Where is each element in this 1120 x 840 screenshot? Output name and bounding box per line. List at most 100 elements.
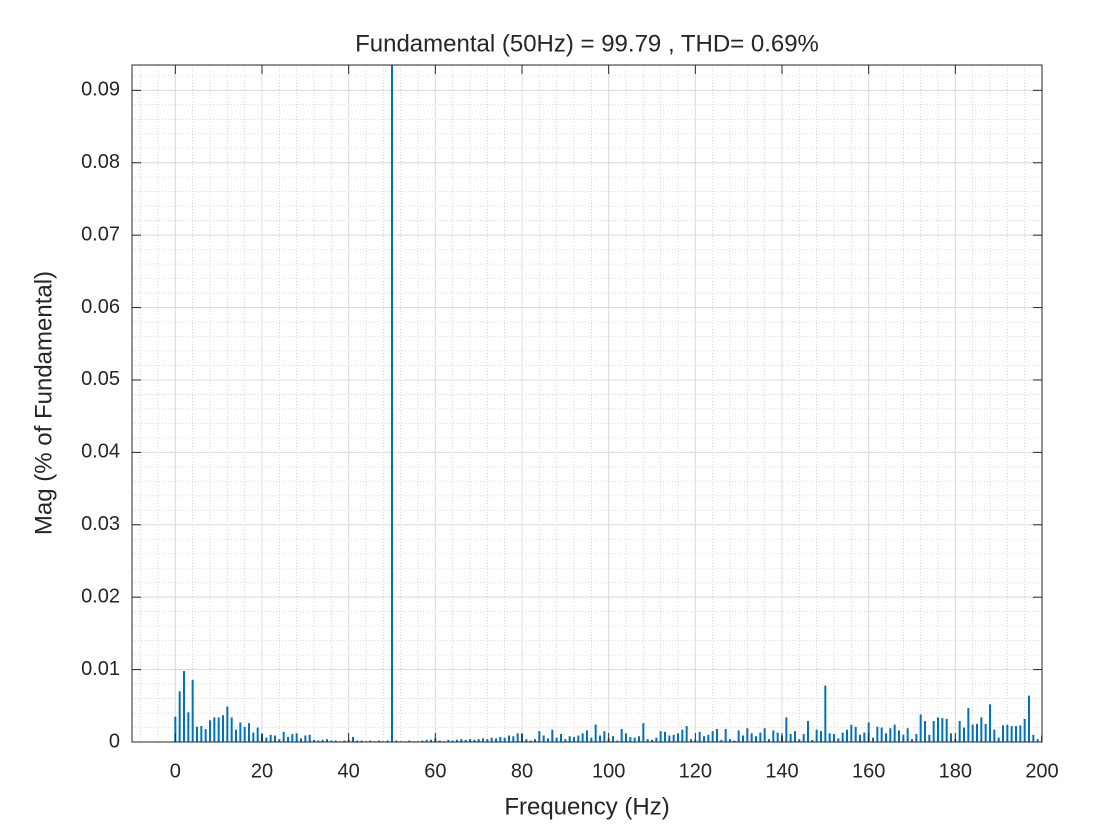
bar (824, 685, 827, 742)
bar (651, 739, 653, 742)
bar (915, 734, 918, 742)
bar (841, 732, 844, 742)
x-tick-label: 160 (852, 760, 885, 782)
bar (512, 736, 515, 742)
bar (490, 737, 493, 742)
bar (547, 738, 549, 742)
bar (876, 726, 879, 742)
y-tick-label: 0.09 (81, 79, 120, 101)
bar (599, 735, 601, 742)
x-axis-label: Frequency (Hz) (504, 793, 669, 820)
bar (551, 729, 554, 742)
bar (248, 723, 250, 742)
x-tick-label: 100 (592, 760, 625, 782)
bar (503, 737, 506, 742)
bar (807, 721, 809, 742)
bar (222, 715, 224, 742)
bar (720, 739, 723, 742)
y-tick-label: 0.02 (81, 585, 120, 607)
bar (772, 730, 775, 742)
bar (1023, 718, 1026, 742)
bar (703, 736, 705, 742)
x-tick-label: 80 (511, 760, 533, 782)
bar (755, 736, 757, 742)
bar (451, 740, 454, 742)
bar (343, 740, 346, 742)
bar (594, 724, 597, 742)
bar (885, 733, 887, 742)
bar (937, 717, 939, 742)
bar (291, 734, 294, 742)
x-tick-label: 140 (765, 760, 798, 782)
bar (763, 728, 766, 742)
bar (473, 739, 476, 742)
bar (659, 731, 662, 742)
bar (711, 731, 714, 742)
bar (456, 739, 458, 742)
bar (226, 706, 229, 742)
bar (880, 727, 883, 742)
bar (278, 739, 281, 742)
bar (352, 736, 354, 742)
bar (928, 734, 931, 742)
y-axis-label: Mag (% of Fundamental) (30, 271, 57, 535)
bar (495, 738, 497, 742)
x-tick-label: 20 (251, 760, 273, 782)
bar (469, 739, 471, 742)
bar (958, 721, 961, 742)
chart-title: Fundamental (50Hz) = 99.79 , THD= 0.69% (355, 30, 819, 57)
bar (815, 729, 818, 742)
bar (902, 734, 905, 742)
bar (239, 722, 242, 742)
bar (1019, 725, 1022, 742)
x-tick-label: 0 (170, 760, 181, 782)
bar (742, 735, 744, 742)
bar (746, 728, 749, 742)
y-tick-label: 0.01 (81, 658, 120, 680)
bar (568, 736, 571, 742)
grid (132, 65, 1043, 743)
bar (668, 735, 671, 742)
bar (573, 736, 575, 742)
bar (759, 732, 762, 742)
bar (967, 707, 970, 742)
bar (330, 740, 333, 742)
bar (859, 734, 861, 742)
bar (646, 739, 649, 742)
bar (698, 731, 701, 742)
bar (941, 718, 944, 742)
bar (209, 720, 211, 742)
bar (1036, 739, 1039, 742)
bar (906, 728, 909, 742)
bar (191, 679, 194, 742)
bar (321, 739, 324, 742)
axes-box (131, 64, 1043, 743)
bar (685, 726, 688, 742)
bar (837, 738, 840, 742)
y-tick-label: 0.05 (81, 368, 120, 390)
bar (516, 733, 519, 742)
bar (681, 729, 684, 742)
bar (356, 740, 359, 742)
bar (313, 739, 315, 742)
bar (287, 736, 289, 742)
bar (421, 740, 424, 742)
bar (326, 739, 328, 742)
bar (997, 737, 1000, 742)
bar (776, 732, 779, 742)
bar (425, 739, 428, 742)
bar (794, 731, 796, 742)
bar (391, 65, 393, 742)
bar (724, 728, 727, 742)
plot-area (132, 65, 1042, 742)
bar (616, 740, 619, 742)
y-tick-label: 0.07 (81, 223, 120, 245)
bar (438, 740, 441, 742)
bar (971, 724, 974, 742)
bar (378, 740, 380, 742)
bar (560, 734, 562, 742)
bar (304, 735, 307, 742)
bar (989, 704, 991, 742)
bar (898, 730, 900, 742)
